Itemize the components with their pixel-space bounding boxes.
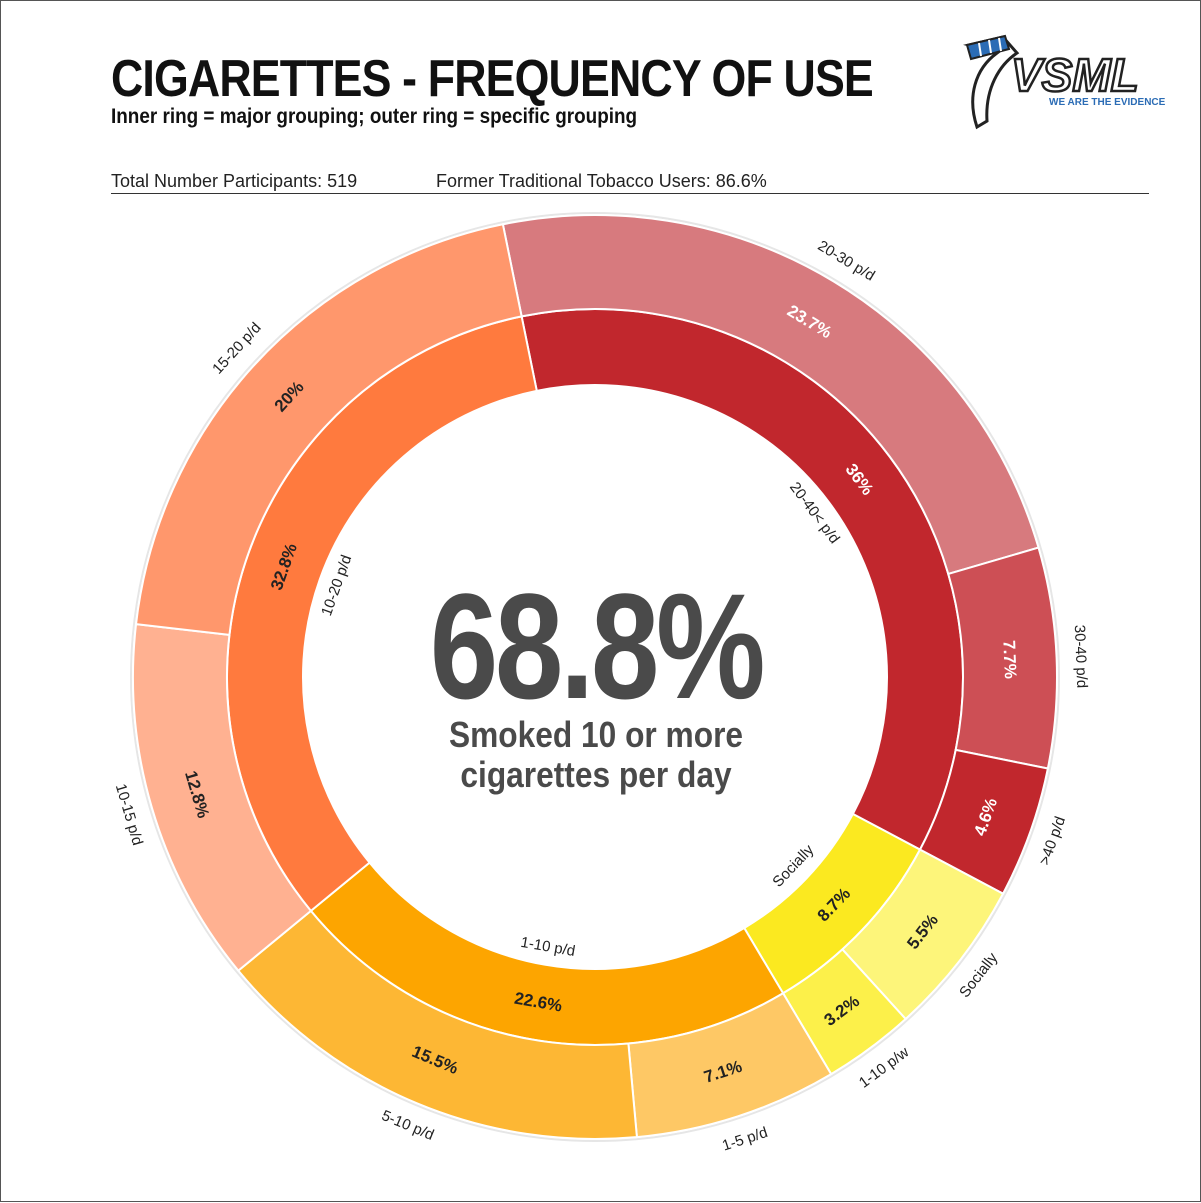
vsml-logo: VSML WE ARE THE EVIDENCE bbox=[963, 34, 1166, 130]
outer-ring-segment-15-20-p-d bbox=[134, 223, 523, 636]
participants-stat: Total Number Participants: 519 bbox=[111, 171, 358, 191]
outer-ring-category-label: >40 p/d bbox=[1036, 814, 1069, 867]
logo-wordmark: VSML bbox=[1011, 49, 1139, 101]
inner-ring-category-label: 1-10 p/d bbox=[519, 934, 576, 960]
page-subtitle: Inner ring = major grouping; outer ring … bbox=[111, 105, 638, 128]
center-caption: Smoked 10 or more cigarettes per day bbox=[448, 714, 744, 795]
ribbon-icon bbox=[963, 34, 1020, 130]
former-users-stat: Former Traditional Tobacco Users: 86.6% bbox=[436, 171, 767, 191]
outer-ring-category-label: 10-15 p/d bbox=[112, 782, 146, 848]
outer-ring-category-label: 5-10 p/d bbox=[379, 1107, 436, 1144]
center-percentage: 68.8% bbox=[429, 562, 766, 730]
outer-ring-category-label: 30-40 p/d bbox=[1071, 624, 1091, 688]
outer-ring-value-label: 7.7% bbox=[999, 640, 1020, 680]
logo-tagline: WE ARE THE EVIDENCE bbox=[1049, 97, 1166, 108]
outer-ring-category-label: 1-5 p/d bbox=[720, 1124, 770, 1155]
page-title: CIGARETTES - FREQUENCY OF USE bbox=[111, 50, 874, 108]
header-divider bbox=[111, 193, 1149, 194]
